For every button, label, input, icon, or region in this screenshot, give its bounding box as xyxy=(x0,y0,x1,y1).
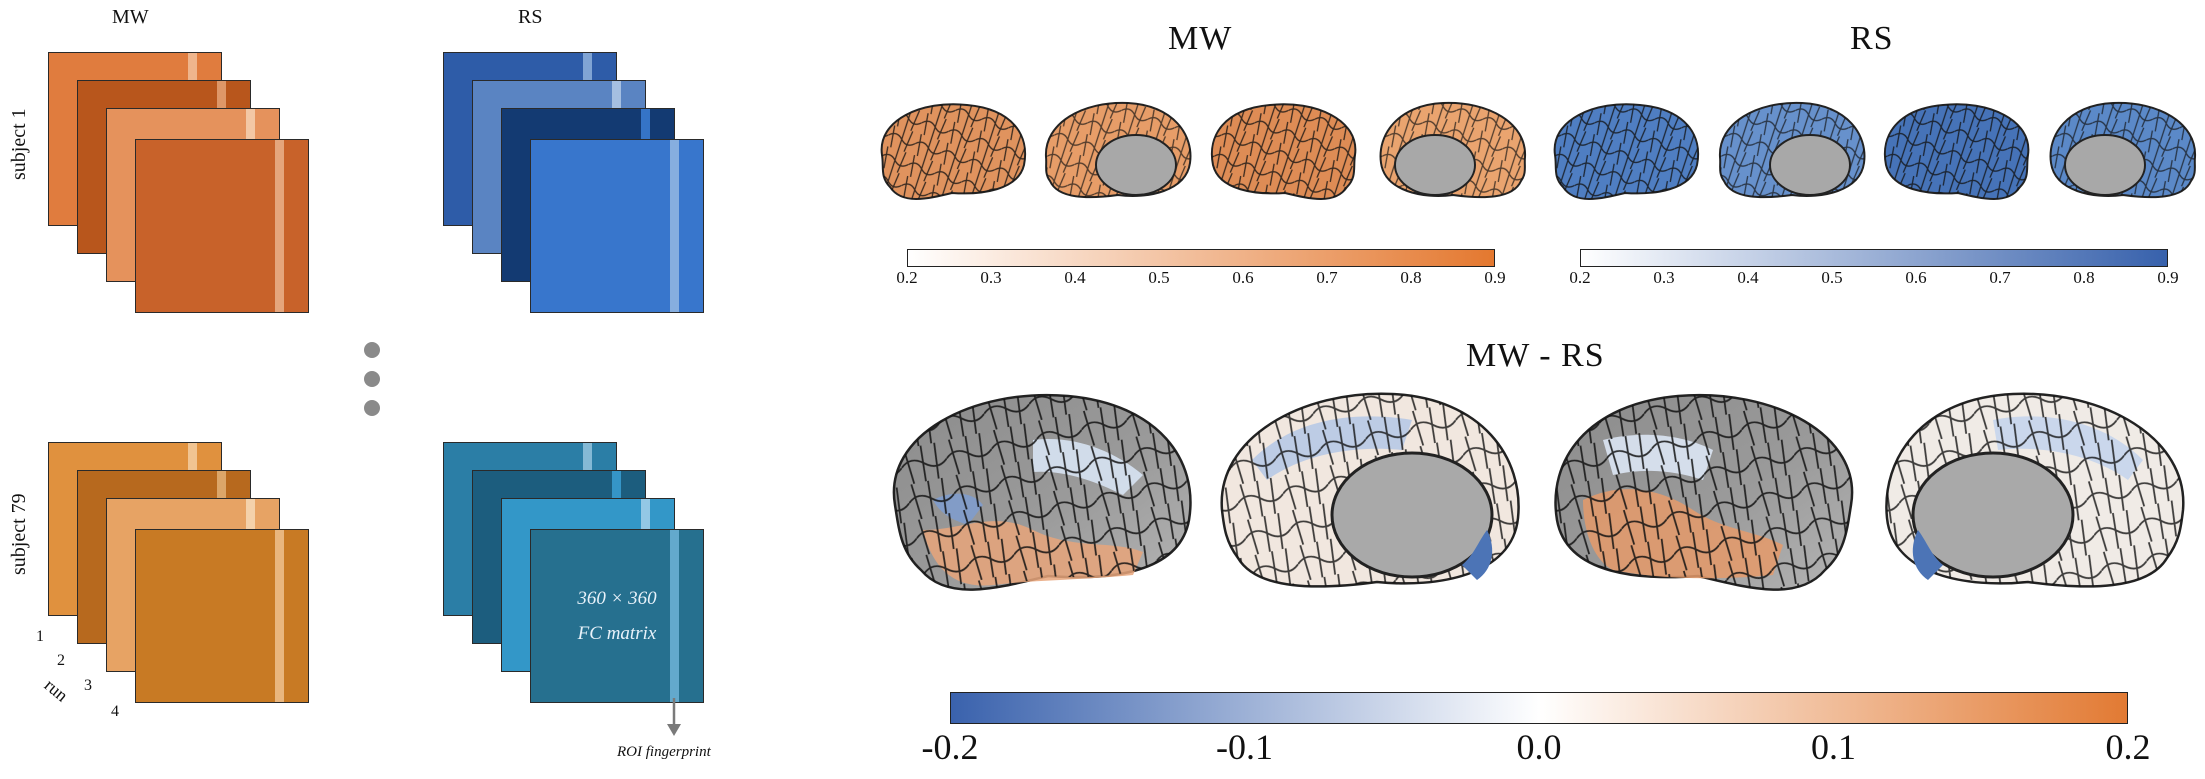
colorbar-diff-tick-label: -0.2 xyxy=(921,727,979,767)
colorbar-mw-tick-label: 0.6 xyxy=(1232,268,1254,287)
mw-brain-medial-left xyxy=(1044,101,1192,199)
colorbar-diff-tick-label: 0.0 xyxy=(1516,727,1562,767)
run-number: 4 xyxy=(111,703,119,720)
rs-brain-lateral-right xyxy=(1883,103,2030,200)
colorbar-mw-tick-label: 0.9 xyxy=(1484,268,1506,287)
colorbar-rs xyxy=(1580,249,2168,267)
fc-matrix xyxy=(530,139,704,313)
colorbar-diff-tick-label: -0.1 xyxy=(1216,727,1273,767)
ellipsis-dot xyxy=(364,342,380,358)
mw-brain-medial-right xyxy=(1379,101,1527,199)
colorbar-rs-tick-label: 0.6 xyxy=(1905,268,1927,287)
colorbar-rs-tick-label: 0.3 xyxy=(1653,268,1675,287)
colorbar-diff-tick-label: 0.2 xyxy=(2105,727,2151,767)
colorbar-rs-tick-label: 0.2 xyxy=(1569,268,1591,287)
diff-brain-lateral-left xyxy=(892,393,1192,591)
fc-matrix xyxy=(135,139,309,313)
mw-brain-lateral-right xyxy=(1210,103,1357,200)
colorbar-mw-tick-label: 0.3 xyxy=(980,268,1002,287)
subject-1-label: subject 1 xyxy=(8,108,30,180)
run-axis-label: run xyxy=(40,674,72,706)
roi-fingerprint-label: ROI fingerprint xyxy=(617,744,711,760)
colorbar-mw-tick-label: 0.2 xyxy=(896,268,918,287)
fc-matrix xyxy=(530,529,704,703)
ellipsis-dot xyxy=(364,400,380,416)
rs-brain-lateral-left xyxy=(1553,103,1700,200)
mw-brain-lateral-left xyxy=(880,103,1027,200)
colorbar-mw-tick-label: 0.5 xyxy=(1148,268,1170,287)
colorbar-mw-tick-label: 0.7 xyxy=(1316,268,1338,287)
title-diff: MW - RS xyxy=(1466,337,1605,374)
colorbar-rs-tick-label: 0.8 xyxy=(2073,268,2095,287)
fc-matrix-size-label: 360 × 360 xyxy=(577,588,657,609)
roi-arrow xyxy=(667,698,681,736)
diff-brain-medial-right xyxy=(1885,392,2185,588)
colorbar-mw-tick-label: 0.4 xyxy=(1064,268,1086,287)
fc-matrix xyxy=(135,529,309,703)
colorbar-rs-tick-label: 0.7 xyxy=(1989,268,2011,287)
title-rs: RS xyxy=(1850,20,1894,57)
run-number: 2 xyxy=(57,652,65,669)
col-header-mw: MW xyxy=(112,6,149,28)
colorbar-diff xyxy=(950,692,2128,724)
diff-brain-lateral-right xyxy=(1554,393,1854,591)
diff-brain-medial-left xyxy=(1220,392,1520,588)
rs-brain-medial-right xyxy=(2049,101,2197,199)
colorbar-rs-tick-label: 0.4 xyxy=(1737,268,1759,287)
ellipsis-dot xyxy=(364,371,380,387)
fc-matrix-label: FC matrix xyxy=(577,623,657,644)
subject-79-label: subject 79 xyxy=(8,493,30,575)
colorbar-rs-tick-label: 0.9 xyxy=(2157,268,2179,287)
colorbar-mw-tick-label: 0.8 xyxy=(1400,268,1422,287)
colorbar-mw xyxy=(907,249,1495,267)
run-number: 3 xyxy=(84,677,92,694)
title-mw: MW xyxy=(1168,20,1233,57)
colorbar-rs-tick-label: 0.5 xyxy=(1821,268,1843,287)
rs-brain-medial-left xyxy=(1718,101,1866,199)
col-header-rs: RS xyxy=(518,6,543,28)
colorbar-diff-tick-label: 0.1 xyxy=(1811,727,1856,767)
run-number: 1 xyxy=(36,628,44,645)
